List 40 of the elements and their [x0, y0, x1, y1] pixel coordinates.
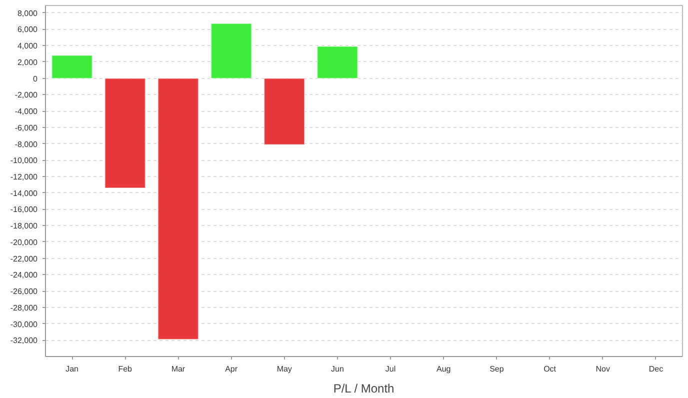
- x-tick-label: Sep: [490, 364, 504, 374]
- x-tick-label: Mar: [171, 364, 186, 374]
- y-tick-label: -32,000: [10, 336, 38, 346]
- x-tick-label: Jul: [385, 364, 396, 374]
- x-tick-label: May: [276, 364, 292, 374]
- bar: [104, 78, 146, 188]
- y-tick-label: -12,000: [10, 172, 38, 182]
- y-tick-label: 2,000: [17, 58, 38, 67]
- x-tick-label: Dec: [648, 364, 664, 374]
- y-tick-label: -20,000: [10, 238, 38, 247]
- x-tick-label: Aug: [436, 364, 451, 374]
- bar: [210, 23, 252, 79]
- bar: [51, 54, 93, 79]
- y-tick-label: -2,000: [14, 90, 38, 100]
- y-tick-label: -18,000: [10, 222, 38, 231]
- y-tick-label: -26,000: [10, 287, 38, 296]
- y-tick-label: -6,000: [14, 123, 38, 132]
- x-tick-label: Feb: [118, 364, 133, 374]
- bar: [158, 78, 199, 340]
- y-tick-label: -10,000: [10, 156, 38, 166]
- y-tick-label: 6,000: [17, 25, 38, 34]
- y-tick-label: -30,000: [10, 320, 38, 329]
- y-tick-label: -8,000: [14, 140, 38, 149]
- y-tick-label: 8,000: [17, 8, 38, 18]
- y-tick-label: -24,000: [10, 270, 38, 280]
- x-tick-label: Jan: [66, 364, 78, 374]
- y-tick-label: -16,000: [10, 205, 38, 214]
- y-tick-label: -14,000: [10, 188, 38, 198]
- bar: [316, 46, 358, 79]
- bar: [264, 78, 306, 146]
- x-axis-title: P/L / Month: [333, 382, 394, 396]
- x-tick-label: Nov: [596, 364, 610, 374]
- y-tick-label: -22,000: [10, 254, 38, 264]
- x-tick-label: Oct: [544, 364, 557, 374]
- y-tick-label: 0: [33, 74, 38, 84]
- x-tick-label: Jun: [331, 364, 344, 374]
- y-tick-label: 4,000: [17, 42, 38, 51]
- x-tick-label: Apr: [225, 364, 238, 374]
- y-tick-label: -4,000: [14, 107, 38, 116]
- y-tick-label: -28,000: [10, 303, 38, 312]
